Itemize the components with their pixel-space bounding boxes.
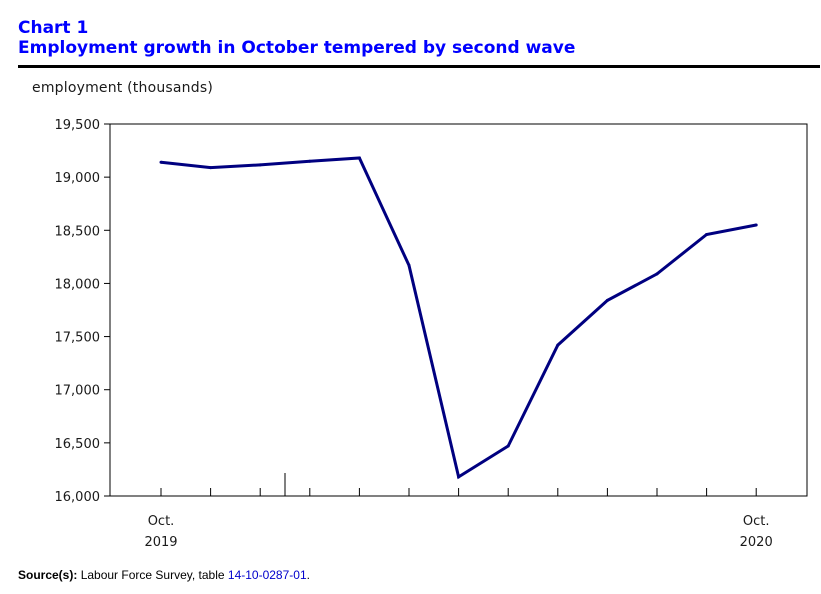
data-point xyxy=(357,156,361,160)
y-tick-label: 17,000 xyxy=(55,384,101,399)
y-axis: 16,000 16,500 17,000 17,500 18,000 18,500 19,0… xyxy=(55,118,110,505)
x-tick-label-month: Oct. xyxy=(148,514,175,529)
y-tick-label: 16,500 xyxy=(55,437,101,452)
data-point xyxy=(556,343,560,347)
y-tick-label: 18,500 xyxy=(55,224,101,239)
data-point xyxy=(655,272,659,276)
table-link[interactable]: 14-10-0287-01 xyxy=(227,568,307,582)
source-end: . xyxy=(306,568,310,582)
chart-header: Chart 1 Employment growth in October tem… xyxy=(18,18,818,58)
source-label: Source(s): xyxy=(18,568,78,582)
y-tick-label: 19,000 xyxy=(55,171,101,186)
data-point xyxy=(457,475,461,479)
chart-title: Employment growth in October tempered by… xyxy=(18,38,576,58)
x-tick-label-year: 2019 xyxy=(144,535,177,550)
y-tick-label: 19,500 xyxy=(55,118,101,133)
data-points xyxy=(159,156,758,479)
title-divider xyxy=(18,65,820,68)
x-tick-label-year: 2020 xyxy=(740,535,773,550)
data-point xyxy=(209,166,213,170)
y-tick-label: 17,500 xyxy=(55,331,101,346)
data-point xyxy=(605,298,609,302)
data-point xyxy=(308,159,312,163)
source-note: Source(s): Labour Force Survey, table 14… xyxy=(18,568,310,582)
x-axis: Oct. 2019 Oct. 2020 xyxy=(144,473,773,550)
data-point xyxy=(754,223,758,227)
data-point xyxy=(506,444,510,448)
data-point xyxy=(407,263,411,267)
x-tick-label-month: Oct. xyxy=(743,514,770,529)
y-axis-title: employment (thousands) xyxy=(32,80,213,96)
source-text: Labour Force Survey, table xyxy=(80,568,225,582)
y-tick-label: 16,000 xyxy=(55,490,101,505)
data-point xyxy=(705,233,709,237)
y-tick-label: 18,000 xyxy=(55,277,101,292)
chart-number: Chart 1 xyxy=(18,18,89,38)
data-point xyxy=(258,163,262,167)
plot-area xyxy=(109,123,808,497)
series-line-employment xyxy=(160,156,757,480)
data-point xyxy=(159,160,163,164)
